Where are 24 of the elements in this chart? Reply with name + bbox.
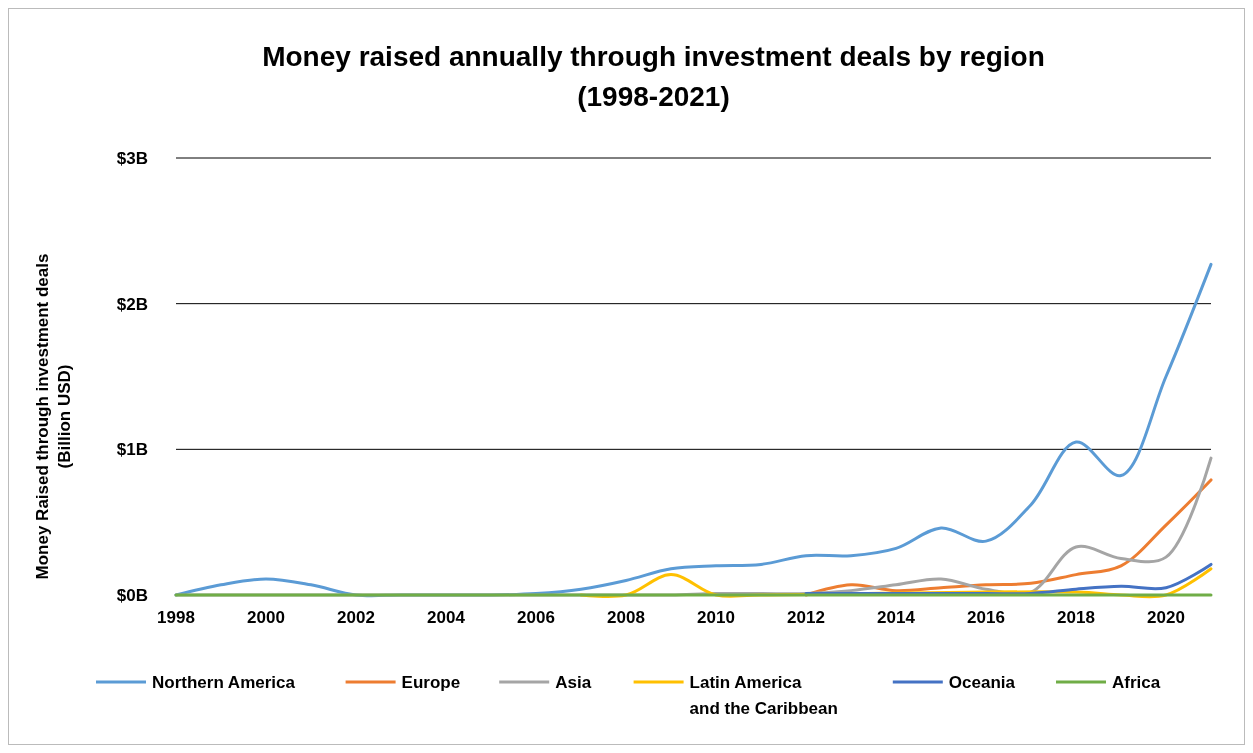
legend-label: Europe xyxy=(401,672,461,692)
chart-title: Money raised annually through investment deals by region (1998-2021) xyxy=(262,41,1045,112)
legend-label: Latin America and the Caribbean xyxy=(689,672,838,718)
y-tick-label: $2B xyxy=(116,294,148,314)
x-tick-label: 2006 xyxy=(517,608,555,627)
x-tick-label: 2008 xyxy=(607,608,645,627)
x-tick-label: 2016 xyxy=(967,608,1005,627)
x-tick-label: 1998 xyxy=(157,608,195,627)
x-tick-label: 2000 xyxy=(247,608,285,627)
y-axis-title: Money Raised through investment deals (Billion USD) xyxy=(33,253,74,580)
x-tick-label: 2018 xyxy=(1057,608,1095,627)
x-tick-label: 2010 xyxy=(697,608,735,627)
x-tick-label: 2004 xyxy=(427,608,466,627)
legend-label: Northern America xyxy=(152,672,296,692)
x-tick-label: 2002 xyxy=(337,608,375,627)
legend-label: Asia xyxy=(555,672,592,692)
legend-label: Oceania xyxy=(948,672,1016,692)
legend-label: Africa xyxy=(1112,672,1161,692)
x-tick-label: 2020 xyxy=(1147,608,1185,627)
y-tick-label: $3B xyxy=(116,148,148,168)
y-tick-label: $0B xyxy=(116,585,148,605)
x-tick-label: 2014 xyxy=(877,608,916,627)
y-tick-label: $1B xyxy=(116,440,148,460)
x-tick-label: 2012 xyxy=(787,608,825,627)
